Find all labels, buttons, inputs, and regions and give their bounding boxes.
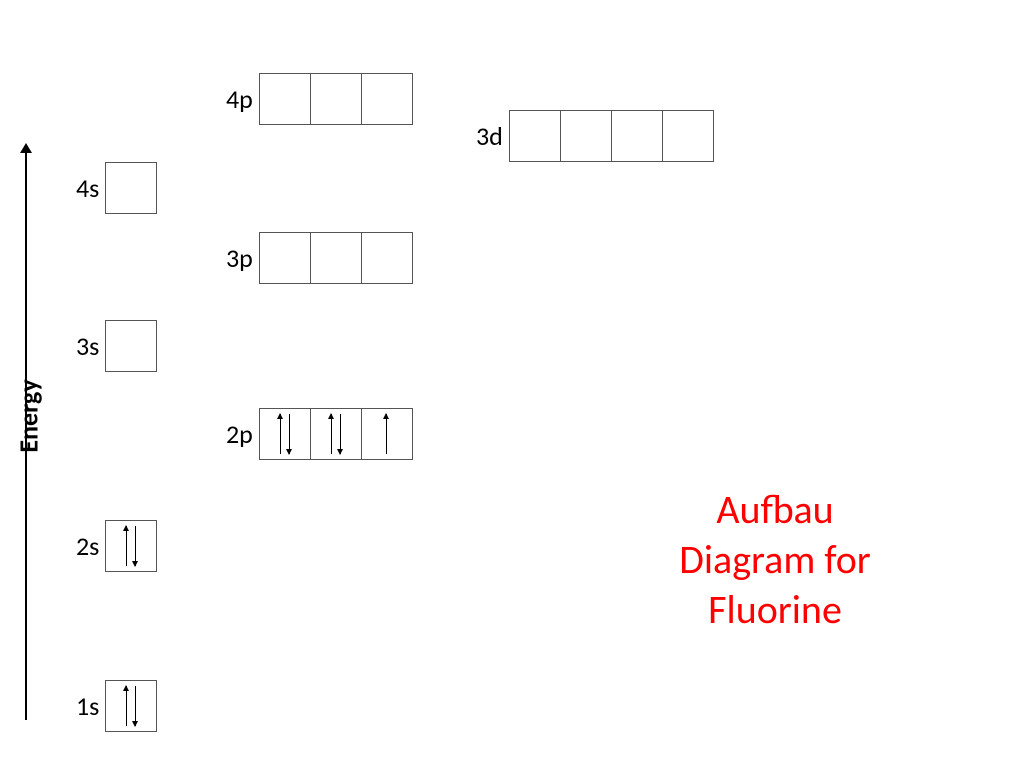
- orbital-box: [105, 680, 157, 732]
- orbital-2s: 2s: [76, 520, 157, 572]
- electron-down-icon: [135, 686, 136, 726]
- orbital-boxes-4p: [259, 73, 413, 125]
- orbital-box: [361, 232, 413, 284]
- electron-up-icon: [386, 414, 387, 454]
- orbital-3s: 3s: [76, 320, 157, 372]
- orbital-boxes-1s: [105, 680, 157, 732]
- orbital-boxes-2s: [105, 520, 157, 572]
- orbital-boxes-2p: [259, 408, 413, 460]
- orbital-box: [105, 320, 157, 372]
- orbital-box: [361, 408, 413, 460]
- orbital-box: [310, 232, 362, 284]
- title-line: Aufbau: [600, 485, 950, 535]
- orbital-box: [310, 408, 362, 460]
- electron-up-icon: [280, 414, 281, 454]
- energy-axis-line: [25, 145, 27, 720]
- orbital-box: [310, 73, 362, 125]
- orbital-label-2p: 2p: [226, 418, 253, 450]
- orbital-label-4s: 4s: [76, 172, 99, 204]
- orbital-box: [560, 110, 612, 162]
- orbital-box: [611, 110, 663, 162]
- orbital-3p: 3p: [226, 232, 413, 284]
- orbital-label-4p: 4p: [226, 83, 253, 115]
- orbital-4p: 4p: [226, 73, 413, 125]
- electron-up-icon: [126, 686, 127, 726]
- orbital-label-3p: 3p: [226, 242, 253, 274]
- diagram-title: AufbauDiagram forFluorine: [600, 485, 950, 635]
- orbital-boxes-3p: [259, 232, 413, 284]
- orbital-box: [259, 73, 311, 125]
- title-line: Diagram for: [600, 535, 950, 585]
- orbital-box: [105, 520, 157, 572]
- orbital-boxes-3d: [509, 110, 714, 162]
- electron-up-icon: [126, 526, 127, 566]
- orbital-label-1s: 1s: [76, 690, 99, 722]
- orbital-label-3s: 3s: [76, 330, 99, 362]
- electron-down-icon: [135, 526, 136, 566]
- orbital-3d: 3d: [476, 110, 714, 162]
- electron-up-icon: [331, 414, 332, 454]
- energy-axis-label: Energy: [13, 379, 45, 452]
- orbital-4s: 4s: [76, 162, 157, 214]
- orbital-1s: 1s: [76, 680, 157, 732]
- orbital-box: [509, 110, 561, 162]
- electron-down-icon: [340, 414, 341, 454]
- orbital-boxes-4s: [105, 162, 157, 214]
- orbital-box: [361, 73, 413, 125]
- orbital-label-3d: 3d: [476, 120, 503, 152]
- energy-axis-arrowhead: [20, 143, 32, 153]
- orbital-2p: 2p: [226, 408, 413, 460]
- title-line: Fluorine: [600, 585, 950, 635]
- orbital-box: [105, 162, 157, 214]
- orbital-boxes-3s: [105, 320, 157, 372]
- orbital-box: [662, 110, 714, 162]
- orbital-box: [259, 408, 311, 460]
- electron-down-icon: [289, 414, 290, 454]
- orbital-label-2s: 2s: [76, 530, 99, 562]
- orbital-box: [259, 232, 311, 284]
